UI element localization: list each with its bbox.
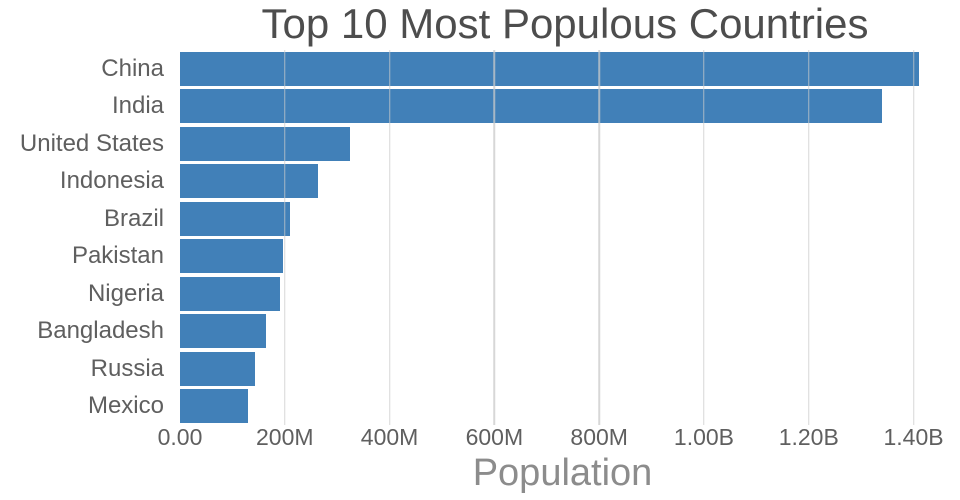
x-tick-label: 800M — [570, 424, 628, 450]
bar-row — [180, 163, 945, 201]
bar-row — [180, 350, 945, 388]
bar-row — [180, 125, 945, 163]
bar-row — [180, 275, 945, 313]
plot-area — [180, 50, 945, 425]
y-tick-label-indonesia: Indonesia — [59, 167, 164, 195]
x-axis-ticks: 0.00 200M 400M 600M 800M 1.00B 1.20B 1.40B — [158, 424, 945, 454]
bar-row — [180, 50, 945, 88]
y-tick-label-india: India — [111, 92, 164, 120]
chart-title: Top 10 Most Populous Countries — [261, 0, 869, 47]
bar-united-states — [180, 126, 351, 161]
x-tick-label: 600M — [465, 424, 524, 450]
bar-india — [180, 89, 883, 124]
bar-mexico — [180, 389, 248, 424]
y-tick-label-china: China — [101, 54, 164, 82]
x-tick-label: 0.00 — [157, 424, 203, 450]
bar-row — [180, 200, 945, 238]
x-tick-label: 1.20B — [778, 424, 839, 450]
y-tick-label-bangladesh: Bangladesh — [37, 317, 164, 345]
bar-row — [180, 238, 945, 276]
bar-series — [180, 50, 945, 425]
x-tick-label: 1.00B — [673, 424, 735, 450]
bar-brazil — [180, 201, 290, 236]
x-tick-label: 400M — [360, 424, 419, 450]
y-tick-label-united-states: United States — [19, 129, 164, 157]
bar-pakistan — [180, 239, 284, 274]
bar-row — [180, 388, 945, 426]
x-tick-label: 1.40B — [883, 424, 944, 450]
bar-indonesia — [180, 164, 319, 199]
y-tick-label-russia: Russia — [90, 354, 164, 382]
x-tick-label: 200M — [256, 424, 314, 450]
bar-russia — [180, 351, 256, 386]
bar-nigeria — [180, 276, 281, 311]
bar-china — [180, 51, 919, 86]
y-axis-labels: China India United States Indonesia Brazil Pa… — [0, 50, 172, 425]
y-tick-label-mexico: Mexico — [87, 392, 164, 420]
bar-row — [180, 88, 945, 126]
bar-row — [180, 313, 945, 351]
bar-bangladesh — [180, 314, 267, 349]
x-axis-title: Population — [472, 452, 653, 494]
y-tick-label-brazil: Brazil — [103, 204, 164, 232]
y-tick-label-pakistan: Pakistan — [71, 242, 164, 270]
y-tick-label-nigeria: Nigeria — [87, 279, 164, 307]
